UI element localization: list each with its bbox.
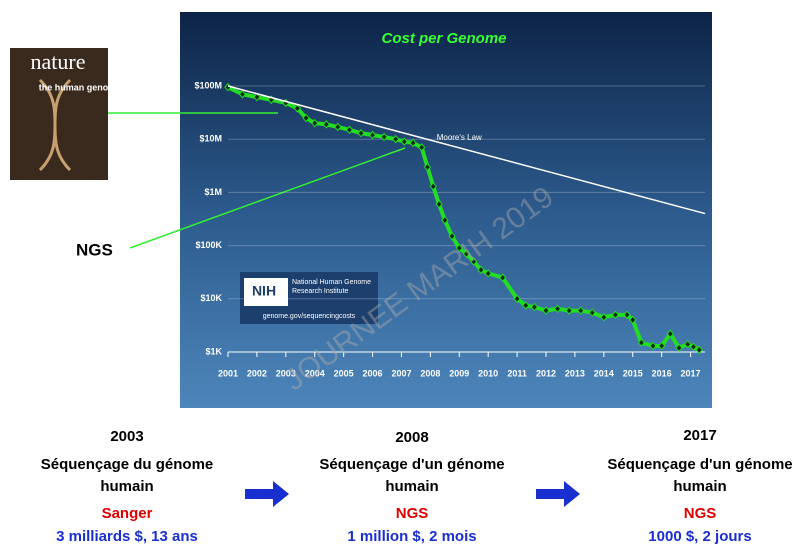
y-tick-label: $10M <box>199 134 222 144</box>
x-tick-label: 2001 <box>218 368 238 378</box>
milestone-year: 2008 <box>395 429 428 446</box>
logo-name-box: National Human Genome Research Institute <box>292 278 378 306</box>
milestone-description: Séquençage d'un génome humain <box>312 454 512 498</box>
cover: nature the human genome <box>10 48 121 180</box>
x-tick-label: 2010 <box>478 368 498 378</box>
series-label: Moore's Law <box>437 133 482 142</box>
x-tick-label: 2015 <box>623 368 643 378</box>
milestone-year: 2003 <box>110 428 143 445</box>
logo-mark: NIH <box>252 283 276 299</box>
milestone-method: NGS <box>684 505 717 522</box>
x-tick-label: 2016 <box>652 368 672 378</box>
arrow <box>536 481 580 507</box>
y-tick-label: $100K <box>195 240 222 250</box>
cover-subtitle: the human genome <box>39 82 122 92</box>
milestones: 2003 Séquençage du génome humain Sanger 3 m… <box>7 427 810 545</box>
slide: Cost per Genome nature the human genome … <box>0 0 810 550</box>
x-tick-label: 2007 <box>391 368 411 378</box>
x-tick-label: 2011 <box>507 368 527 378</box>
milestone-description-box: Séquençage d'un génome humain <box>292 454 532 500</box>
chart-title: Cost per Genome <box>381 30 506 47</box>
page: Cost per Genome nature the human genome … <box>0 0 810 550</box>
y-tick-label: $100M <box>194 80 222 90</box>
milestone-cost: 1 million $, 2 mois <box>347 528 476 545</box>
logo-name: National Human Genome Research Institute <box>292 278 378 296</box>
logo-url: genome.gov/sequencingcosts <box>263 313 356 320</box>
milestone-cost: 1000 $, 2 jours <box>648 528 751 545</box>
milestone-description: Séquençage d'un génome humain <box>600 454 800 498</box>
y-tick-label: $1M <box>204 187 222 197</box>
milestone-description-box: Séquençage du génome humain <box>7 454 247 500</box>
x-tick-label: 2014 <box>594 368 614 378</box>
milestone-method: Sanger <box>102 505 153 522</box>
x-tick-label: 2008 <box>420 368 440 378</box>
milestone-method: NGS <box>396 505 429 522</box>
x-tick-label: 2012 <box>536 368 556 378</box>
milestone-description-box: Séquençage d'un génome humain <box>580 454 810 500</box>
milestone-year: 2017 <box>683 427 716 444</box>
arrow <box>245 481 289 507</box>
x-tick-label: 2006 <box>363 368 383 378</box>
x-tick-label: 2002 <box>247 368 267 378</box>
chart-panel <box>180 12 712 408</box>
x-tick-label: 2017 <box>681 368 701 378</box>
milestone-cost: 3 milliards $, 13 ans <box>56 528 198 545</box>
x-tick-label: 2009 <box>449 368 469 378</box>
y-tick-label: $10K <box>200 293 222 303</box>
milestone-description: Séquençage du génome humain <box>32 454 222 498</box>
x-tick-label: 2005 <box>334 368 354 378</box>
y-tick-label: $1K <box>205 346 222 356</box>
ngs-label: NGS <box>76 240 113 259</box>
cover-title: nature <box>31 49 86 74</box>
x-tick-label: 2013 <box>565 368 585 378</box>
